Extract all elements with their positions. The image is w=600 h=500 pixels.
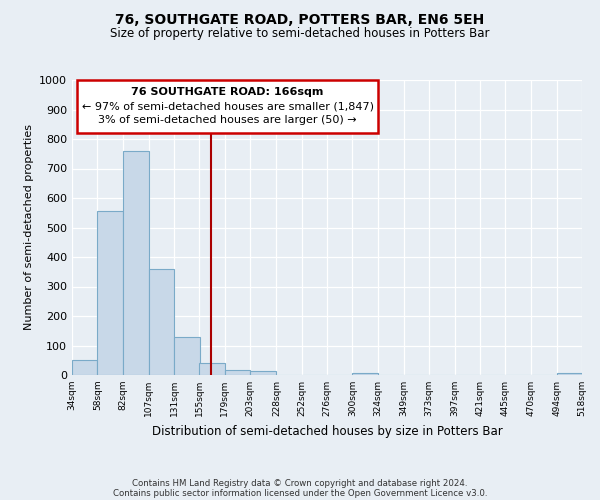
Bar	[225, 370, 250, 375]
Text: 76, SOUTHGATE ROAD, POTTERS BAR, EN6 5EH: 76, SOUTHGATE ROAD, POTTERS BAR, EN6 5EH	[115, 12, 485, 26]
Bar	[122, 151, 149, 375]
X-axis label: Distribution of semi-detached houses by size in Potters Bar: Distribution of semi-detached houses by …	[152, 424, 502, 438]
Bar	[250, 370, 277, 375]
Bar	[149, 269, 174, 375]
Bar	[174, 336, 199, 375]
Bar	[72, 360, 97, 375]
Y-axis label: Number of semi-detached properties: Number of semi-detached properties	[23, 124, 34, 330]
Text: 76 SOUTHGATE ROAD: 166sqm: 76 SOUTHGATE ROAD: 166sqm	[131, 88, 324, 98]
Bar	[352, 372, 377, 375]
Bar	[199, 363, 225, 375]
FancyBboxPatch shape	[77, 80, 378, 133]
Text: Size of property relative to semi-detached houses in Potters Bar: Size of property relative to semi-detach…	[110, 28, 490, 40]
Bar	[557, 372, 582, 375]
Text: Contains HM Land Registry data © Crown copyright and database right 2024.: Contains HM Land Registry data © Crown c…	[132, 478, 468, 488]
Text: Contains public sector information licensed under the Open Government Licence v3: Contains public sector information licen…	[113, 488, 487, 498]
Bar	[97, 212, 122, 375]
Text: 3% of semi-detached houses are larger (50) →: 3% of semi-detached houses are larger (5…	[98, 115, 357, 125]
Text: ← 97% of semi-detached houses are smaller (1,847): ← 97% of semi-detached houses are smalle…	[82, 101, 374, 111]
